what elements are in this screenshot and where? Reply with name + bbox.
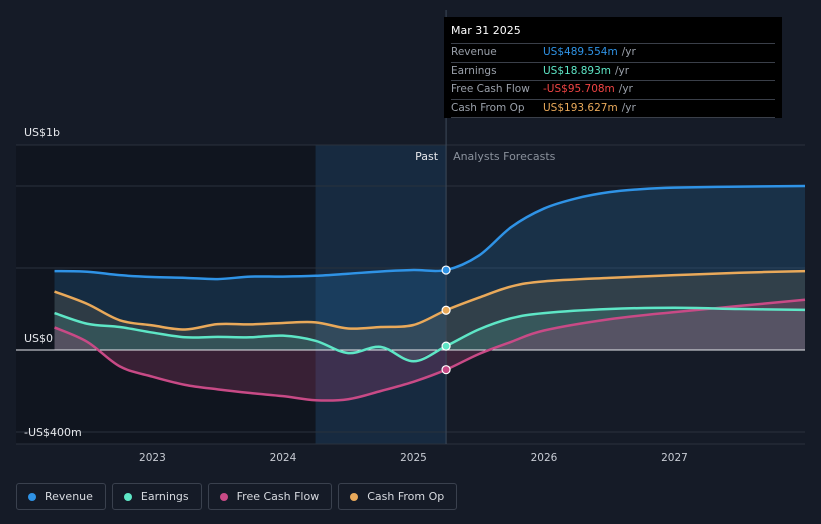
x-tick-label: 2025 — [400, 452, 427, 464]
data-tooltip: Mar 31 2025 Revenue US$489.554m /yr Earn… — [444, 17, 782, 118]
legend-item-free-cash-flow[interactable]: Free Cash Flow — [207, 483, 333, 510]
line-cash-from-op — [54, 269, 806, 331]
series-lines — [54, 184, 806, 402]
y-axis-labels: US$1b US$0 -US$400m — [24, 126, 82, 439]
tooltip-date: Mar 31 2025 — [451, 23, 775, 44]
marker-earnings — [441, 341, 451, 351]
tooltip-label: Free Cash Flow — [451, 83, 530, 95]
legend-dot-icon — [28, 492, 36, 501]
tooltip-value: US$18.893m — [543, 64, 611, 77]
marker-free-cash-flow — [441, 365, 451, 375]
legend-dot-icon — [219, 492, 228, 501]
y-tick-label: US$0 — [24, 332, 53, 345]
legend-label: Revenue — [45, 490, 93, 503]
tooltip-row-free-cash-flow: Free Cash Flow -US$95.708m /yr — [451, 81, 775, 100]
legend-item-cash-from-op[interactable]: Cash From Op — [338, 483, 458, 510]
tooltip-unit: /yr — [621, 101, 636, 114]
line-free-cash-flow — [54, 298, 806, 402]
legend-label: Earnings — [140, 490, 189, 503]
tooltip-unit: /yr — [621, 46, 636, 58]
tooltip-row-cash-from-op: Cash From Op US$193.627m /yr — [451, 100, 775, 118]
legend-dot-icon — [350, 492, 359, 501]
x-tick-label: 2023 — [139, 452, 166, 464]
legend-label: Free Cash Flow — [236, 490, 320, 503]
x-tick-label: 2026 — [531, 452, 558, 464]
legend: Revenue Earnings Free Cash Flow Cash Fro… — [16, 483, 458, 510]
gridlines — [16, 144, 805, 445]
highlight-region-shade — [315, 145, 447, 444]
x-tick-label: 2024 — [270, 452, 297, 464]
marker-revenue — [441, 265, 451, 275]
legend-dot-icon — [123, 492, 132, 501]
tooltip-unit: /yr — [618, 83, 633, 95]
tooltip-label: Revenue — [451, 46, 497, 58]
y-tick-label: -US$400m — [24, 426, 82, 439]
line-earnings — [54, 306, 806, 363]
x-axis-labels: 2023 2024 2025 2026 2027 — [139, 452, 688, 464]
forecast-label: Analysts Forecasts — [453, 150, 556, 163]
past-label: Past — [415, 150, 439, 163]
marker-cash-from-op — [441, 305, 451, 315]
legend-label: Cash From Op — [367, 490, 445, 503]
tooltip-unit: /yr — [615, 64, 630, 77]
tooltip-label: Earnings — [451, 64, 497, 77]
tooltip-row-revenue: Revenue US$489.554m /yr — [451, 44, 775, 63]
tooltip-value: US$489.554m — [543, 46, 618, 58]
legend-item-revenue[interactable]: Revenue — [16, 483, 106, 510]
tooltip-value: -US$95.708m — [543, 83, 615, 95]
tooltip-row-earnings: Earnings US$18.893m /yr — [451, 63, 775, 81]
area-earnings — [54, 307, 805, 362]
legend-item-earnings[interactable]: Earnings — [111, 483, 202, 510]
x-tick-label: 2027 — [661, 452, 688, 464]
tooltip-value: US$193.627m — [543, 101, 618, 114]
tooltip-markers — [441, 265, 451, 375]
tooltip-label: Cash From Op — [451, 101, 525, 114]
area-cash-from-op — [54, 271, 805, 350]
line-revenue — [54, 184, 806, 281]
y-tick-label: US$1b — [24, 126, 60, 139]
